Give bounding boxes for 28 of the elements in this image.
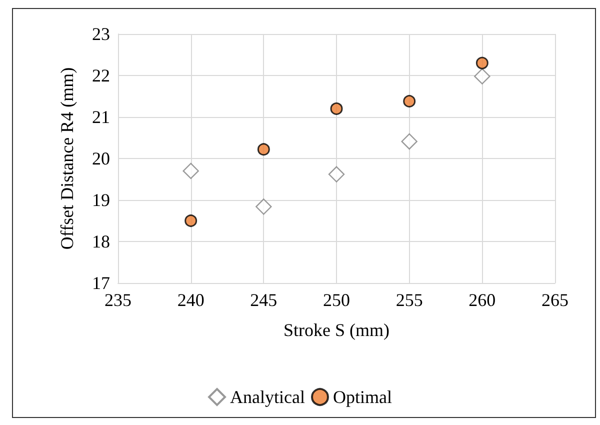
legend-label: Optimal [332,387,392,407]
y-axis-title: Offset Distance R4 (mm) [57,67,77,250]
point [474,68,490,84]
x-tick-label: 245 [250,290,278,310]
point [403,94,416,108]
x-tick-label: 260 [468,290,496,310]
x-tick-label: 250 [323,290,350,310]
point [476,56,488,70]
y-tick-label: 19 [92,190,110,210]
legend-label: Analytical [230,387,306,407]
y-tick-label: 17 [92,273,110,293]
y-tick-label: 22 [92,66,110,86]
y-tick-label: 18 [92,232,110,252]
y-tick-label: 21 [92,107,110,127]
point [256,198,272,215]
point [182,162,199,180]
y-tick-label: 20 [92,148,110,168]
x-tick-label: 265 [542,290,568,310]
x-tick-label: 235 [104,290,132,310]
x-tick-label: 255 [396,290,423,310]
point [330,102,343,115]
point [257,143,270,156]
point [401,133,418,150]
y-tick-label: 23 [92,24,110,44]
x-tick-label: 240 [177,290,204,310]
x-axis-title: Stroke S (mm) [284,320,390,340]
point [184,214,198,227]
point [328,166,345,182]
